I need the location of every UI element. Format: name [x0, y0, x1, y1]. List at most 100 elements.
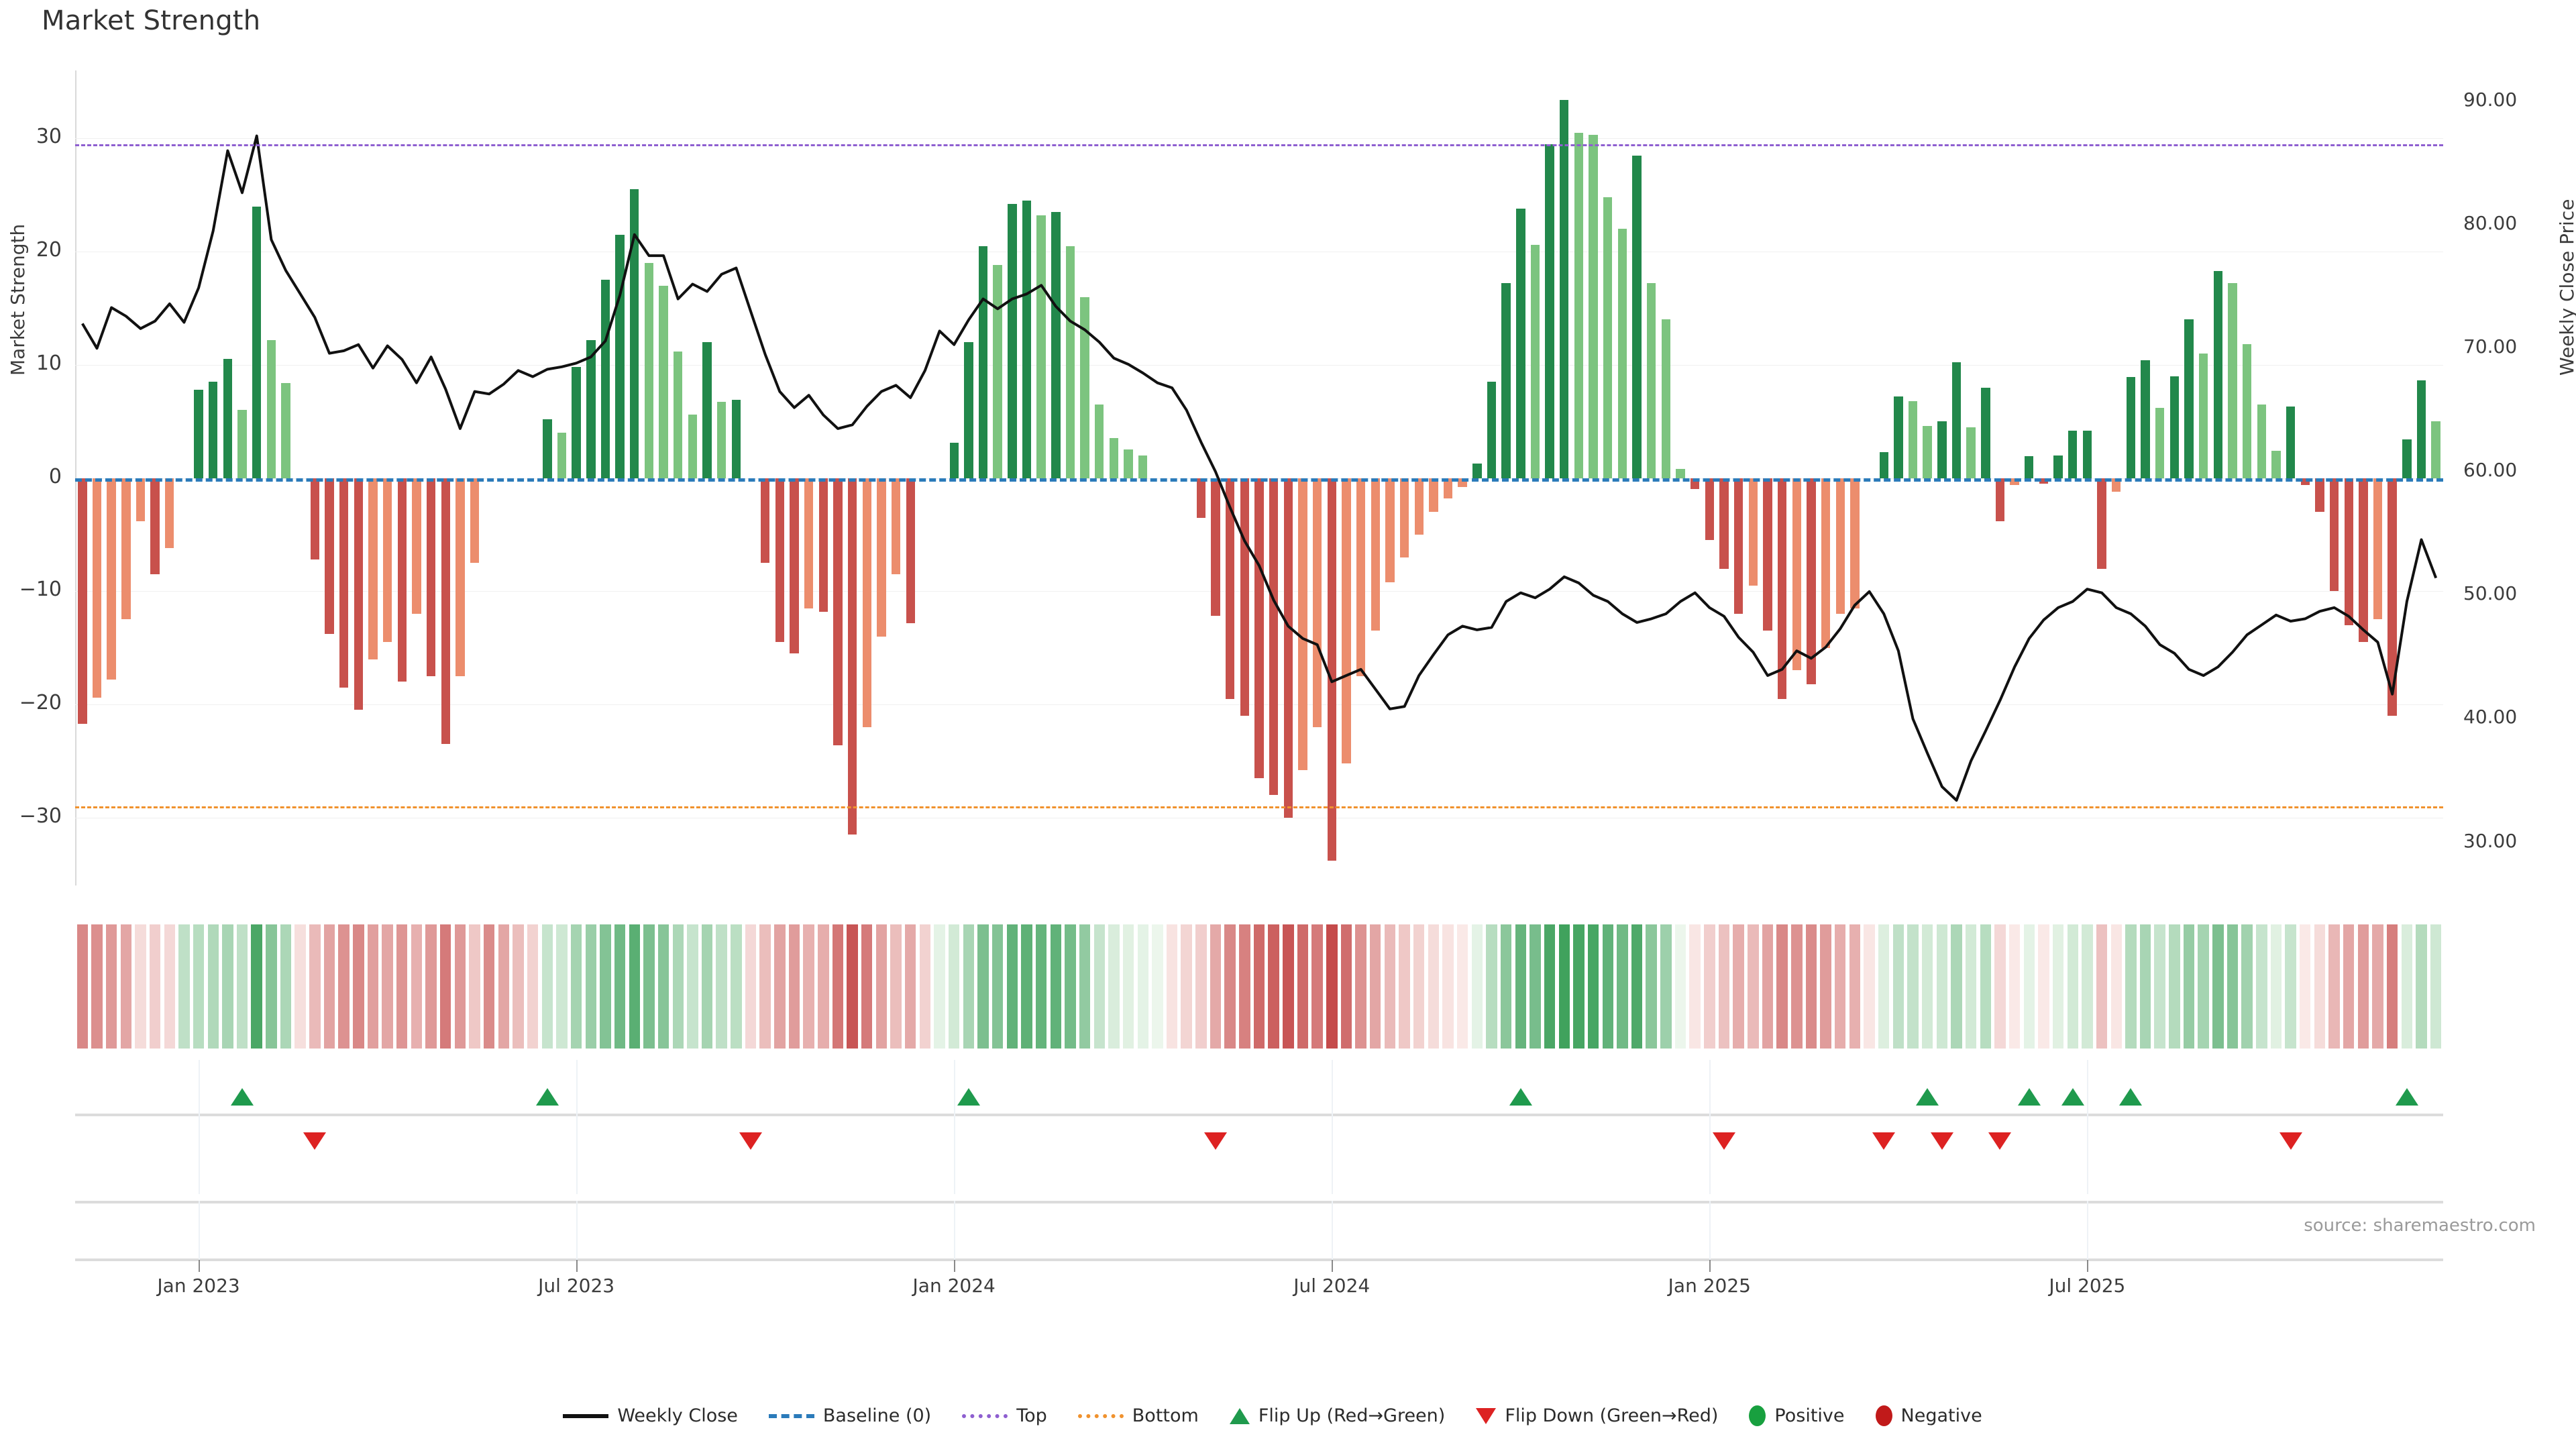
- x-tick-mark: [1709, 1260, 1711, 1272]
- heatmap-cell: [1864, 924, 1875, 1049]
- strength-bar: [2213, 270, 2223, 478]
- y-tick-left: 20: [36, 238, 62, 262]
- strength-bar: [949, 443, 959, 478]
- strength-bar: [847, 478, 857, 835]
- heatmap-cell: [1442, 924, 1454, 1049]
- heatmap-cell: [1355, 924, 1366, 1049]
- heatmap-cell: [788, 924, 800, 1049]
- strength-bar: [1560, 99, 1569, 478]
- strength-bar: [688, 415, 698, 478]
- heatmap-cell: [1079, 924, 1091, 1049]
- legend-swatch-dotted-line-icon: [1077, 1413, 1124, 1418]
- heatmap-cell: [280, 924, 292, 1049]
- legend-label: Negative: [1900, 1405, 1982, 1426]
- strength-bar: [1835, 478, 1845, 614]
- strength-bar: [237, 410, 247, 478]
- strength-bar: [368, 478, 378, 659]
- y-tick-right: 40.00: [2463, 706, 2518, 729]
- strength-bar: [1124, 449, 1133, 478]
- legend-item[interactable]: Bottom: [1077, 1405, 1199, 1426]
- strength-bar: [2112, 478, 2121, 492]
- lower-rail-top: [75, 1201, 2443, 1203]
- strength-bar: [2286, 407, 2296, 478]
- flip-down-icon: [1872, 1132, 1896, 1150]
- legend-label: Flip Down (Green→Red): [1505, 1405, 1719, 1426]
- heatmap-cell: [1326, 924, 1338, 1049]
- flip-up-icon: [2017, 1088, 2041, 1106]
- heatmap-cell: [2008, 924, 2021, 1049]
- x-tick-mark: [576, 1260, 578, 1272]
- flip-axis-line: [75, 1114, 2443, 1116]
- strength-bar: [412, 478, 421, 614]
- heatmap-cell: [1500, 924, 1512, 1049]
- strength-bar: [615, 234, 625, 478]
- strength-bar: [1705, 478, 1715, 541]
- weekly-close-polyline: [81, 134, 2438, 802]
- heatmap-cell: [2300, 924, 2311, 1049]
- x-gridline: [1709, 1201, 1711, 1261]
- strength-bar: [2155, 407, 2165, 478]
- strength-bar: [2300, 478, 2310, 485]
- strength-bar: [2344, 478, 2353, 625]
- x-gridline: [2087, 1201, 2089, 1261]
- strength-bar: [310, 478, 320, 559]
- heatmap-cell: [2241, 924, 2253, 1049]
- strength-bar: [1443, 478, 1453, 498]
- heatmap-cell: [1283, 924, 1294, 1049]
- strength-bar: [1095, 404, 1104, 478]
- heatmap-cell: [2169, 924, 2180, 1049]
- strength-bar: [674, 351, 683, 478]
- legend-item[interactable]: Negative: [1875, 1405, 1982, 1426]
- heatmap-cell: [222, 924, 233, 1049]
- y-tick-left: −30: [19, 804, 62, 828]
- strength-bar: [1225, 478, 1235, 699]
- strength-bar: [1516, 208, 1525, 478]
- strength-bar: [2359, 478, 2368, 643]
- heatmap-cell: [207, 924, 219, 1049]
- strength-bar: [2402, 439, 2412, 478]
- heatmap-cell: [2038, 924, 2049, 1049]
- heatmap-cell: [1428, 924, 1440, 1049]
- strength-bar: [1472, 463, 1482, 478]
- strength-bar: [644, 262, 654, 478]
- x-tick-mark: [954, 1260, 956, 1272]
- heatmap-cell: [353, 924, 364, 1049]
- strength-bar: [775, 478, 785, 643]
- legend-item[interactable]: Baseline (0): [768, 1405, 931, 1426]
- heatmap-cell: [1921, 924, 1933, 1049]
- heatmap-cell: [2328, 924, 2340, 1049]
- heatmap-cell: [266, 924, 277, 1049]
- heatmap-cell: [120, 924, 132, 1049]
- flip-down-icon: [1988, 1132, 2012, 1150]
- heatmap-cell: [1907, 924, 1919, 1049]
- strength-bar: [339, 478, 349, 688]
- heatmap-cell: [1297, 924, 1309, 1049]
- heatmap-cell: [91, 924, 103, 1049]
- strength-bar: [1792, 478, 1801, 671]
- strength-bar: [1530, 244, 1540, 478]
- legend-item[interactable]: Top: [962, 1405, 1047, 1426]
- legend-item[interactable]: Flip Up (Red→Green): [1229, 1405, 1445, 1426]
- heatmap-cell: [1486, 924, 1497, 1049]
- heatmap-cell: [2357, 924, 2369, 1049]
- legend-item[interactable]: Weekly Close: [563, 1405, 738, 1426]
- heatmap-cell: [1544, 924, 1556, 1049]
- lower-rail-bottom: [75, 1258, 2443, 1261]
- y-tick-right: 90.00: [2463, 89, 2518, 111]
- heatmap-cell: [1122, 924, 1134, 1049]
- legend-swatch-line-icon: [563, 1413, 609, 1418]
- heatmap-cell: [585, 924, 597, 1049]
- heatmap-cell: [1152, 924, 1163, 1049]
- heatmap-cell: [1849, 924, 1861, 1049]
- heatmap-cell: [1456, 924, 1468, 1049]
- heatmap-cell: [1370, 924, 1381, 1049]
- legend-item[interactable]: Flip Down (Green→Red): [1476, 1405, 1718, 1426]
- y-tick-left: 30: [36, 125, 62, 149]
- strength-bar: [121, 478, 131, 620]
- heatmap-cell: [251, 924, 262, 1049]
- heatmap-cell: [2183, 924, 2195, 1049]
- heatmap-cell: [2198, 924, 2209, 1049]
- strength-bar: [2242, 344, 2252, 478]
- strength-bar: [354, 478, 363, 710]
- legend-item[interactable]: Positive: [1749, 1405, 1845, 1426]
